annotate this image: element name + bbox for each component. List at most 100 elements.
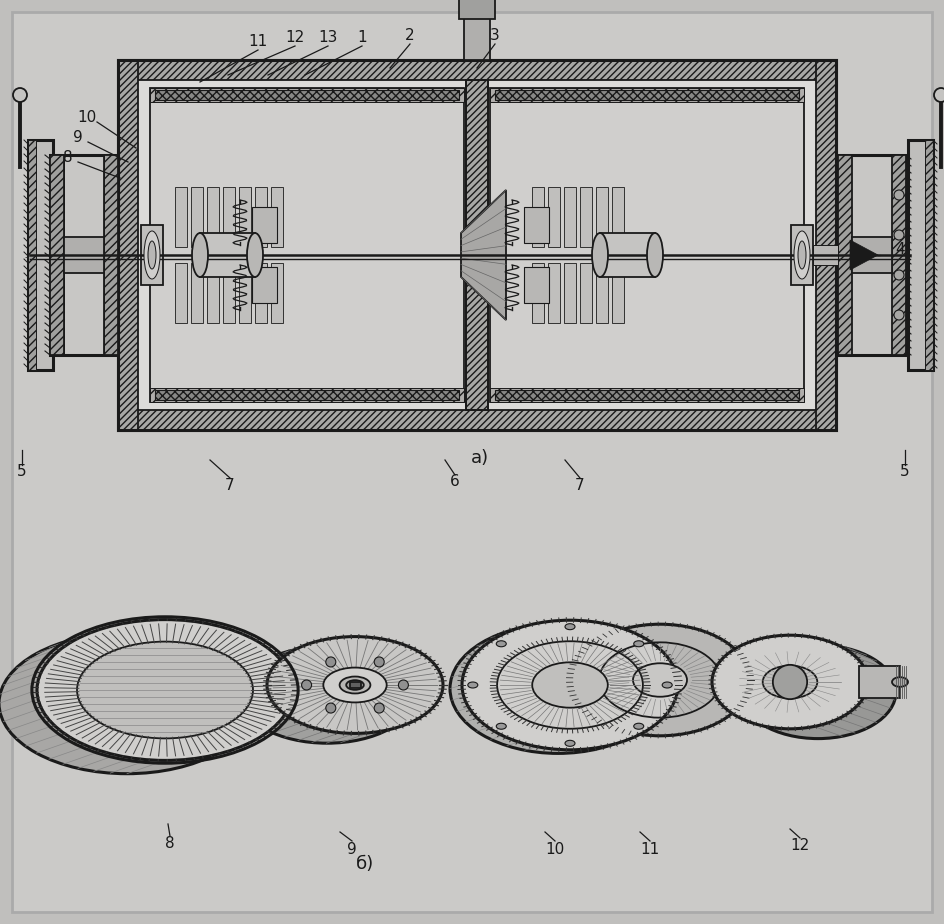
Ellipse shape bbox=[794, 231, 810, 279]
Bar bbox=[596, 263, 608, 323]
Bar bbox=[564, 263, 576, 323]
Bar bbox=[490, 88, 804, 402]
Bar bbox=[532, 263, 544, 323]
Ellipse shape bbox=[77, 641, 253, 738]
Bar bbox=[138, 80, 816, 410]
Circle shape bbox=[374, 657, 384, 667]
Bar bbox=[155, 90, 459, 100]
Polygon shape bbox=[461, 190, 506, 320]
Ellipse shape bbox=[267, 637, 443, 734]
Ellipse shape bbox=[633, 663, 687, 697]
Bar bbox=[118, 60, 138, 430]
Ellipse shape bbox=[532, 663, 608, 708]
Text: 2: 2 bbox=[405, 29, 414, 43]
Ellipse shape bbox=[633, 723, 644, 729]
Ellipse shape bbox=[565, 624, 575, 629]
Circle shape bbox=[894, 310, 904, 320]
Bar bbox=[239, 263, 251, 323]
Bar bbox=[596, 187, 608, 247]
Bar bbox=[495, 390, 799, 400]
Bar bbox=[271, 187, 283, 247]
Circle shape bbox=[301, 680, 312, 690]
Ellipse shape bbox=[662, 682, 672, 688]
Bar bbox=[600, 233, 655, 277]
Circle shape bbox=[934, 88, 944, 102]
Ellipse shape bbox=[592, 233, 608, 277]
Bar bbox=[838, 155, 852, 355]
Text: 9: 9 bbox=[73, 130, 83, 145]
Bar bbox=[64, 155, 104, 355]
Bar bbox=[580, 187, 592, 247]
Bar bbox=[524, 207, 549, 243]
Bar bbox=[64, 237, 104, 273]
Ellipse shape bbox=[340, 676, 370, 694]
Bar bbox=[612, 263, 624, 323]
Bar bbox=[118, 60, 836, 430]
Bar bbox=[838, 155, 906, 355]
Text: 8: 8 bbox=[165, 836, 175, 852]
Bar bbox=[524, 267, 549, 303]
Bar bbox=[548, 263, 560, 323]
Text: 5: 5 bbox=[17, 465, 26, 480]
Bar bbox=[490, 88, 804, 102]
Circle shape bbox=[326, 703, 336, 713]
Bar bbox=[200, 233, 255, 277]
Circle shape bbox=[894, 190, 904, 200]
Ellipse shape bbox=[346, 680, 363, 690]
Circle shape bbox=[398, 680, 409, 690]
Bar bbox=[28, 140, 53, 370]
Bar bbox=[925, 140, 933, 370]
Bar bbox=[252, 267, 277, 303]
Text: 12: 12 bbox=[790, 838, 810, 854]
Ellipse shape bbox=[144, 231, 160, 279]
Bar bbox=[495, 90, 799, 100]
Polygon shape bbox=[850, 240, 878, 270]
Ellipse shape bbox=[37, 620, 293, 760]
Ellipse shape bbox=[647, 233, 663, 277]
Text: 4: 4 bbox=[895, 242, 904, 258]
Bar bbox=[892, 155, 906, 355]
Bar bbox=[104, 155, 118, 355]
Text: 10: 10 bbox=[546, 842, 565, 857]
Bar bbox=[255, 263, 267, 323]
Bar bbox=[118, 410, 836, 430]
Ellipse shape bbox=[247, 233, 263, 277]
Circle shape bbox=[13, 88, 27, 102]
Ellipse shape bbox=[468, 682, 478, 688]
Ellipse shape bbox=[633, 640, 644, 647]
Ellipse shape bbox=[740, 645, 896, 738]
Ellipse shape bbox=[192, 233, 208, 277]
Bar bbox=[28, 140, 36, 370]
Ellipse shape bbox=[462, 620, 678, 749]
Text: 5: 5 bbox=[901, 465, 910, 480]
Bar bbox=[50, 155, 64, 355]
Ellipse shape bbox=[570, 625, 750, 736]
Text: 1: 1 bbox=[357, 30, 367, 45]
Ellipse shape bbox=[565, 740, 575, 747]
Bar bbox=[466, 80, 488, 410]
Bar bbox=[350, 682, 361, 688]
Circle shape bbox=[326, 657, 336, 667]
Bar bbox=[564, 187, 576, 247]
Bar bbox=[191, 187, 203, 247]
Ellipse shape bbox=[148, 241, 156, 269]
Ellipse shape bbox=[497, 640, 506, 647]
Ellipse shape bbox=[798, 241, 806, 269]
Ellipse shape bbox=[763, 665, 818, 699]
Polygon shape bbox=[859, 666, 900, 698]
Bar bbox=[141, 225, 163, 285]
Text: 11: 11 bbox=[640, 842, 660, 857]
Bar bbox=[816, 60, 836, 430]
Text: 3: 3 bbox=[490, 29, 500, 43]
Circle shape bbox=[894, 270, 904, 280]
Bar bbox=[207, 263, 219, 323]
Bar bbox=[464, 15, 490, 60]
Text: 10: 10 bbox=[77, 111, 96, 126]
Bar bbox=[490, 388, 804, 402]
Ellipse shape bbox=[892, 677, 908, 687]
Bar bbox=[50, 155, 118, 355]
Bar bbox=[239, 187, 251, 247]
Bar bbox=[223, 187, 235, 247]
Ellipse shape bbox=[497, 723, 506, 729]
Ellipse shape bbox=[0, 633, 255, 773]
